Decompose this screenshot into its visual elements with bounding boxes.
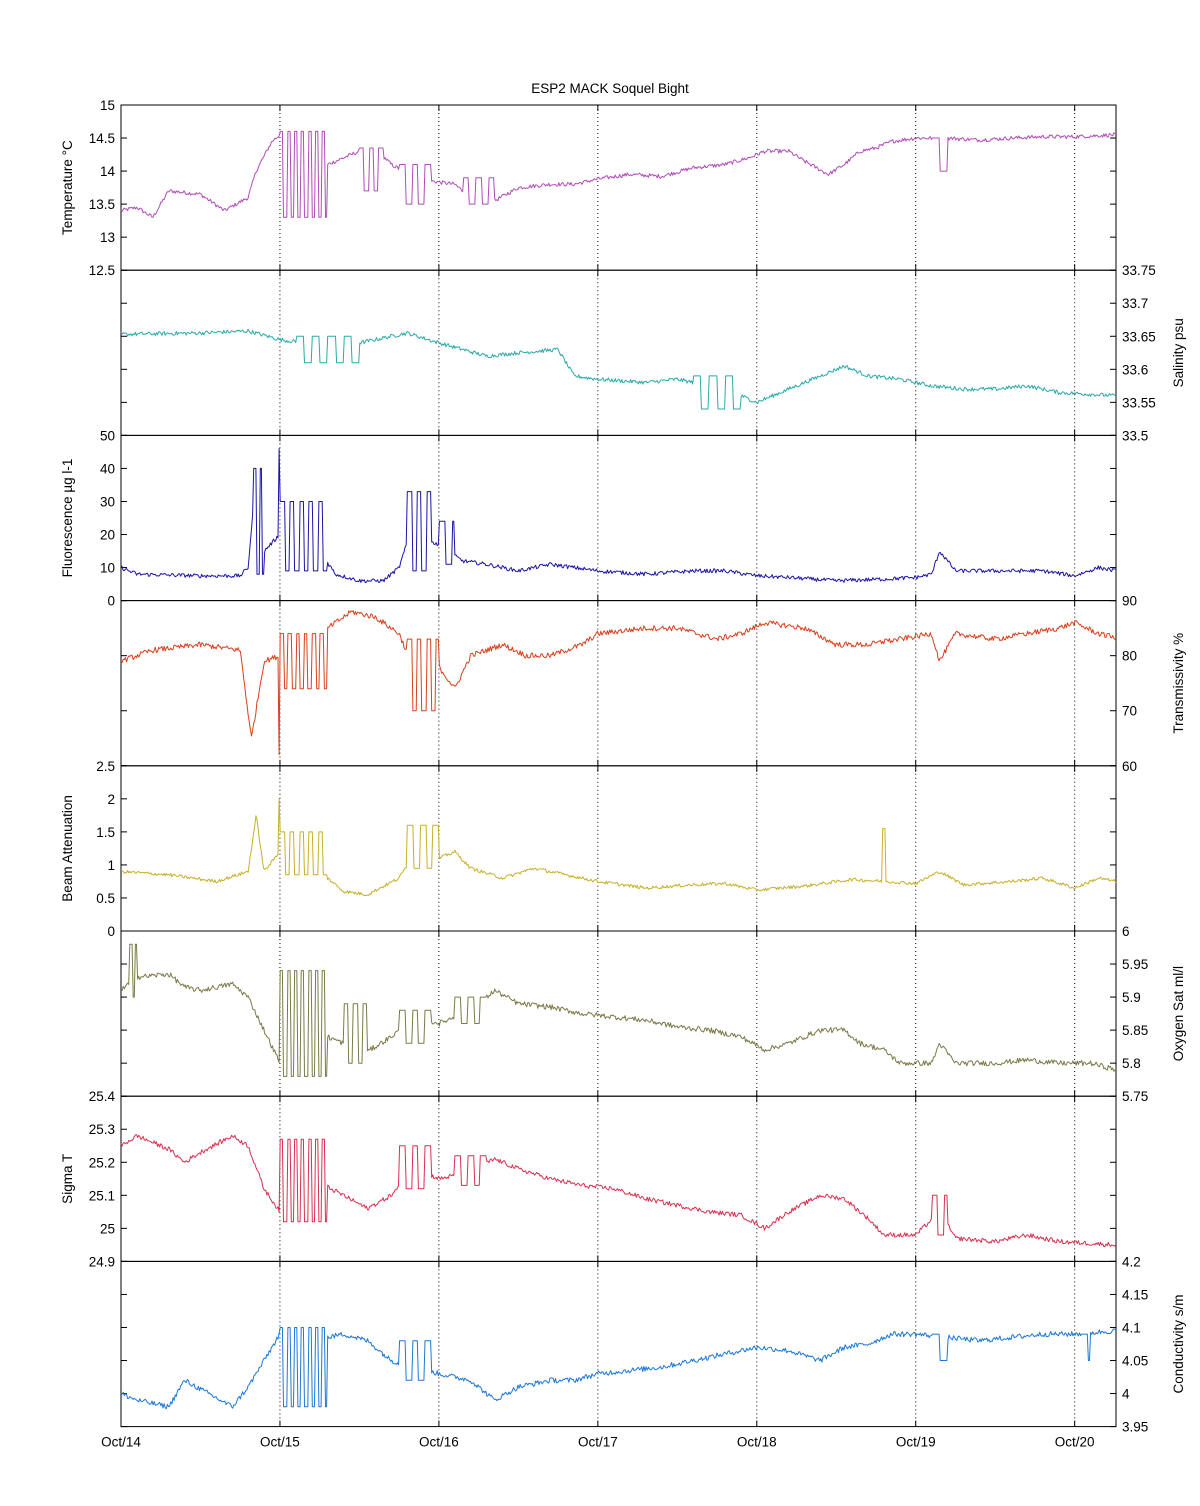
x-tick-label: Oct/15 bbox=[260, 1435, 300, 1450]
panel-conductivity: 3.95 4 4.05 4.1 4.15 4.2 Conductivity s/m bbox=[120, 1254, 1186, 1435]
series-transmissivity bbox=[120, 610, 1117, 756]
y-tick-label: 6 bbox=[1122, 924, 1130, 939]
y-tick-label: 4.05 bbox=[1122, 1354, 1148, 1369]
series-conductivity bbox=[120, 1327, 1117, 1410]
y-tick-label: 90 bbox=[1122, 594, 1137, 609]
y-tick-label: 24.9 bbox=[89, 1254, 115, 1269]
panel-transmissivity: 60 70 80 90 Transmissivity % bbox=[120, 594, 1186, 774]
y-axis-label: Beam Attenuation bbox=[60, 795, 75, 902]
series-sigma-t bbox=[120, 1134, 1117, 1247]
y-tick-label: 0 bbox=[107, 594, 115, 609]
y-axis-label: Temperature °C bbox=[60, 140, 75, 235]
y-tick-label: 5.85 bbox=[1122, 1023, 1148, 1038]
series-fluorescence bbox=[120, 448, 1116, 584]
series-temperature bbox=[120, 130, 1117, 218]
y-tick-label: 2 bbox=[107, 792, 115, 807]
y-tick-label: 10 bbox=[100, 561, 115, 576]
y-tick-label: 25.3 bbox=[89, 1122, 115, 1137]
x-tick-label: Oct/18 bbox=[737, 1435, 777, 1450]
y-tick-label: 1.5 bbox=[96, 825, 115, 840]
y-tick-label: 5.8 bbox=[1122, 1056, 1141, 1071]
x-tick-label: Oct/17 bbox=[578, 1435, 618, 1450]
y-tick-label: 5.9 bbox=[1122, 990, 1141, 1005]
y-tick-label: 5.75 bbox=[1122, 1089, 1148, 1104]
y-tick-label: 33.6 bbox=[1122, 362, 1148, 377]
y-tick-label: 12.5 bbox=[89, 263, 115, 278]
y-axis-label: Transmissivity % bbox=[1171, 633, 1186, 734]
x-tick-label: Oct/20 bbox=[1055, 1435, 1095, 1450]
y-tick-label: 3.95 bbox=[1122, 1420, 1148, 1435]
y-tick-label: 4.2 bbox=[1122, 1254, 1141, 1269]
y-tick-label: 33.75 bbox=[1122, 263, 1156, 278]
y-tick-label: 15 bbox=[100, 98, 115, 113]
y-tick-label: 50 bbox=[100, 428, 115, 443]
y-axis-label: Fluorescence µg l-1 bbox=[60, 459, 75, 578]
y-tick-label: 30 bbox=[100, 494, 115, 509]
panel-frame bbox=[120, 1260, 1117, 1428]
y-axis-label: Conductivity s/m bbox=[1171, 1294, 1186, 1393]
y-tick-label: 0.5 bbox=[96, 891, 115, 906]
y-tick-label: 20 bbox=[100, 528, 115, 543]
y-tick-label: 33.5 bbox=[1122, 428, 1148, 443]
y-tick-label: 60 bbox=[1122, 759, 1137, 774]
chart-title: ESP2 MACK Soquel Bight bbox=[531, 81, 689, 96]
series-beam-attenuation bbox=[120, 798, 1117, 897]
y-axis-label: Oxygen Sat ml/l bbox=[1171, 966, 1186, 1061]
y-tick-label: 14.5 bbox=[89, 131, 115, 146]
y-tick-label: 40 bbox=[100, 461, 115, 476]
y-tick-label: 2.5 bbox=[96, 759, 115, 774]
y-axis-label: Sigma T bbox=[60, 1154, 75, 1204]
y-tick-label: 4 bbox=[1122, 1387, 1130, 1402]
y-tick-label: 5.95 bbox=[1122, 957, 1148, 972]
y-tick-label: 25.1 bbox=[89, 1188, 115, 1203]
y-tick-label: 25.4 bbox=[89, 1089, 116, 1104]
y-tick-label: 14 bbox=[100, 164, 116, 179]
y-tick-label: 13 bbox=[100, 230, 115, 245]
y-tick-label: 70 bbox=[1122, 704, 1137, 719]
x-tick-label: Oct/14 bbox=[101, 1435, 141, 1450]
series-oxygen-sat bbox=[120, 943, 1117, 1077]
panel-oxygen-sat: 5.75 5.8 5.85 5.9 5.95 6 Oxygen Sat ml/l bbox=[120, 924, 1186, 1104]
y-tick-label: 4.15 bbox=[1122, 1287, 1148, 1302]
y-tick-label: 80 bbox=[1122, 649, 1137, 664]
y-tick-label: 33.7 bbox=[1122, 296, 1148, 311]
series-salinity bbox=[120, 328, 1117, 410]
y-tick-label: 33.55 bbox=[1122, 395, 1156, 410]
y-tick-label: 0 bbox=[107, 924, 115, 939]
y-tick-label: 33.65 bbox=[1122, 329, 1156, 344]
y-tick-label: 25 bbox=[100, 1221, 115, 1236]
y-tick-label: 25.2 bbox=[89, 1155, 115, 1170]
y-axis-label: Salinity psu bbox=[1171, 318, 1186, 387]
x-tick-label: Oct/16 bbox=[419, 1435, 459, 1450]
y-tick-label: 13.5 bbox=[89, 197, 115, 212]
y-tick-label: 1 bbox=[107, 858, 115, 873]
x-tick-label: Oct/19 bbox=[896, 1435, 936, 1450]
y-tick-label: 4.1 bbox=[1122, 1320, 1141, 1335]
